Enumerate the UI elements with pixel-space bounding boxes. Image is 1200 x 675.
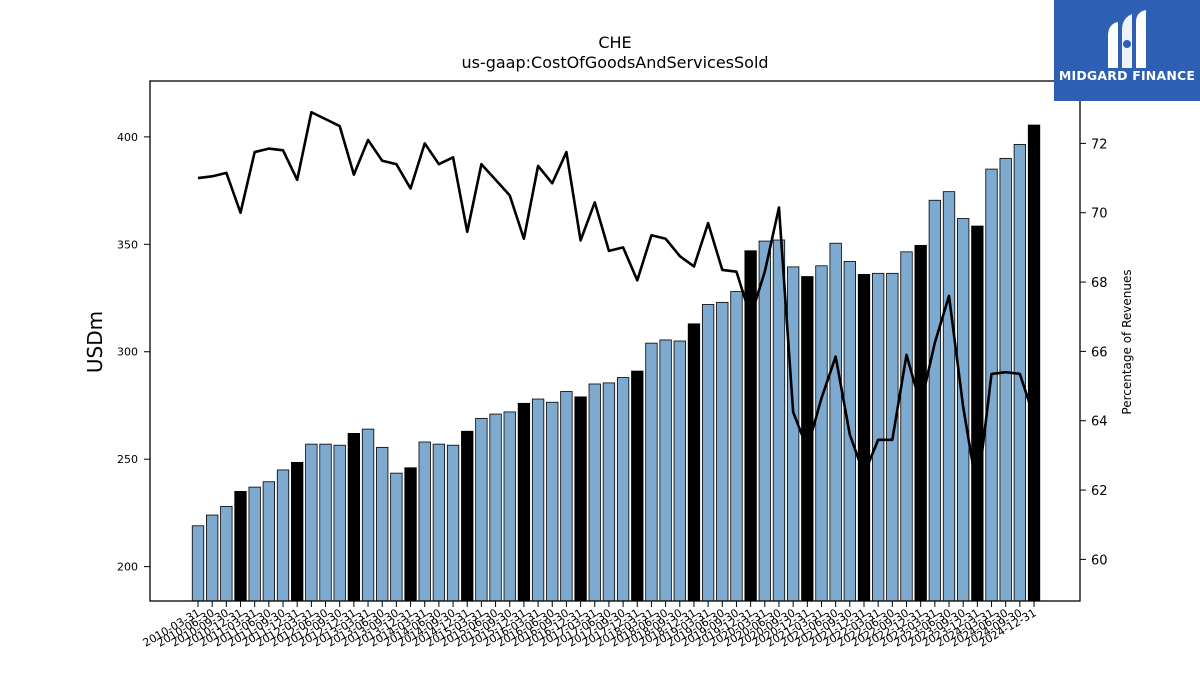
bar-2017-03-31 bbox=[588, 383, 601, 602]
bar-2024-03-31 bbox=[985, 168, 998, 602]
bar-2022-12-31 bbox=[914, 244, 927, 602]
y2-tick-label-62: 62 bbox=[1091, 484, 1108, 499]
bar-2010-06-30 bbox=[206, 514, 219, 602]
bar-2016-03-31 bbox=[531, 398, 545, 602]
y2-tick-label-64: 64 bbox=[1091, 415, 1108, 430]
bar-2021-06-30 bbox=[829, 242, 842, 602]
y-tick-label-200: 200 bbox=[117, 561, 138, 574]
y-tick-label-250: 250 bbox=[117, 453, 138, 466]
plot-frame bbox=[149, 80, 1081, 602]
bar-2012-06-30 bbox=[319, 443, 332, 602]
y2-tick-label-70: 70 bbox=[1091, 207, 1108, 222]
bar-2013-12-31 bbox=[404, 467, 417, 602]
bar-2016-06-30 bbox=[546, 401, 559, 602]
bar-2022-09-30 bbox=[900, 251, 913, 602]
bar-2015-12-31 bbox=[517, 402, 531, 602]
bar-2010-09-30 bbox=[220, 506, 233, 602]
bar-2017-09-30 bbox=[616, 377, 630, 602]
bar-2017-12-31 bbox=[631, 370, 644, 602]
chart-title: CHE bbox=[598, 33, 631, 52]
y2-tick-label-60: 60 bbox=[1091, 553, 1108, 568]
bar-2023-06-30 bbox=[942, 191, 956, 602]
bar-2023-03-31 bbox=[928, 199, 941, 602]
bar-2024-12-31 bbox=[1027, 124, 1041, 602]
bar-2013-03-31 bbox=[361, 428, 375, 602]
bar-2016-12-31 bbox=[574, 396, 587, 602]
bar-2019-06-30 bbox=[716, 301, 729, 602]
bar-2018-12-31 bbox=[687, 323, 701, 602]
bar-2014-09-30 bbox=[446, 444, 460, 602]
bar-2019-03-31 bbox=[701, 304, 715, 602]
bar-2011-09-30 bbox=[276, 469, 290, 602]
y2-tick-label-66: 66 bbox=[1091, 345, 1108, 360]
bar-2019-09-30 bbox=[730, 291, 743, 602]
bar-2015-06-30 bbox=[489, 413, 502, 602]
y-axis-left: 200 250 300 350 400 bbox=[117, 131, 150, 574]
bar-2020-06-30 bbox=[772, 239, 786, 602]
bar-2015-03-31 bbox=[475, 417, 488, 602]
bar-2020-03-31 bbox=[758, 240, 771, 602]
bar-series bbox=[191, 124, 1041, 602]
chart-subtitle: us-gaap:CostOfGoodsAndServicesSold bbox=[461, 53, 768, 72]
bar-2011-12-31 bbox=[291, 461, 304, 602]
bar-2010-03-31 bbox=[191, 525, 205, 602]
bar-2021-03-31 bbox=[815, 265, 828, 602]
y-axis-label: USDm bbox=[83, 311, 107, 373]
bar-2018-06-30 bbox=[659, 339, 672, 602]
y-tick-label-400: 400 bbox=[117, 131, 138, 144]
bar-2015-09-30 bbox=[503, 411, 516, 602]
bar-2018-09-30 bbox=[673, 340, 686, 602]
bar-2013-09-30 bbox=[390, 472, 403, 602]
midgard-finance-logo: MIDGARD FINANCE bbox=[1054, 0, 1200, 101]
bar-2024-06-30 bbox=[999, 157, 1012, 602]
bar-2016-09-30 bbox=[560, 391, 573, 602]
bar-2014-03-31 bbox=[418, 441, 431, 602]
bar-2012-09-30 bbox=[333, 444, 346, 602]
logo-text: MIDGARD FINANCE bbox=[1058, 68, 1196, 83]
bar-2021-12-31 bbox=[857, 273, 871, 602]
y-tick-label-300: 300 bbox=[117, 346, 138, 359]
y-tick-label-350: 350 bbox=[117, 238, 138, 251]
y2-axis-label: Percentage of Revenues bbox=[1120, 269, 1134, 414]
bar-2022-03-31 bbox=[872, 272, 885, 602]
bar-2014-06-30 bbox=[432, 443, 446, 602]
x-axis: 2010-03-312010-06-302010-09-302010-12-31… bbox=[141, 601, 1039, 650]
line-series bbox=[197, 110, 1036, 494]
bar-2023-12-31 bbox=[971, 225, 984, 602]
bar-2013-06-30 bbox=[376, 446, 389, 602]
y-axis-right: 60 62 64 66 68 70 72 bbox=[1080, 137, 1108, 568]
bar-2018-03-31 bbox=[645, 342, 658, 602]
bar-2011-03-31 bbox=[248, 486, 261, 602]
bar-2012-03-31 bbox=[305, 443, 318, 602]
bar-2010-12-31 bbox=[234, 491, 247, 602]
y2-tick-label-72: 72 bbox=[1091, 137, 1108, 152]
bar-2011-06-30 bbox=[262, 481, 276, 602]
bar-2020-09-30 bbox=[786, 266, 800, 602]
bar-2014-12-31 bbox=[461, 430, 474, 602]
percentage-line bbox=[197, 110, 1036, 494]
logo-mark-icon bbox=[1108, 10, 1146, 68]
bar-2017-06-30 bbox=[602, 382, 616, 602]
y2-tick-label-68: 68 bbox=[1091, 276, 1108, 291]
bar-2012-12-31 bbox=[347, 432, 361, 602]
